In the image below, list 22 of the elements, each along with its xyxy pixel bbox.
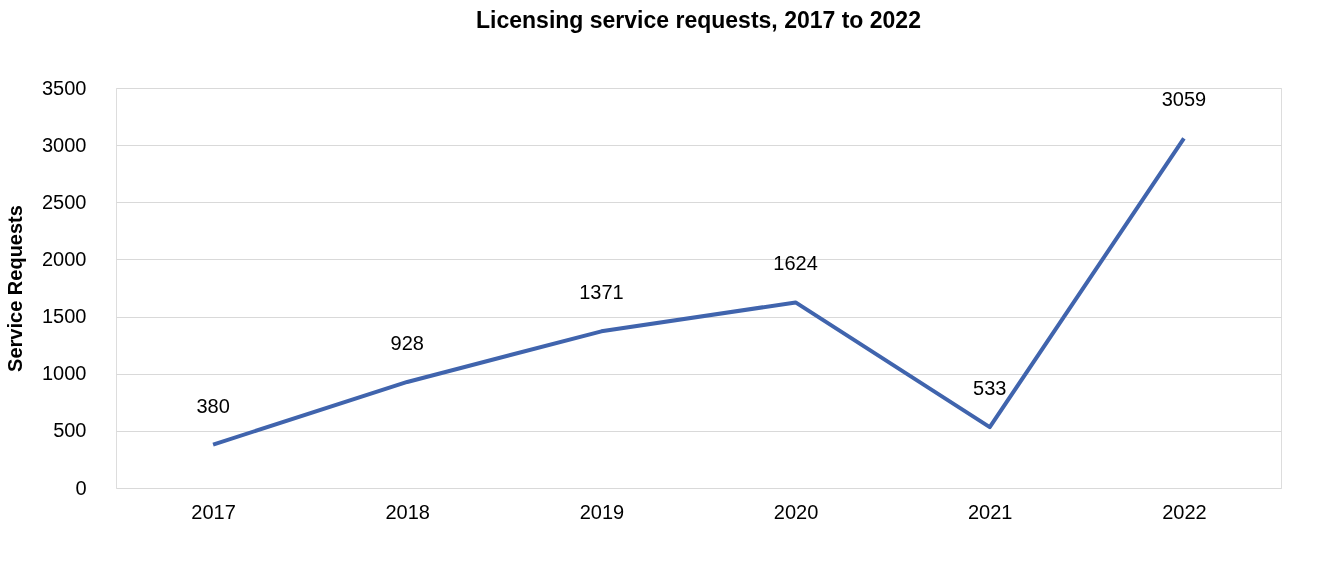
data-label: 1624 (773, 252, 818, 275)
y-tick-label: 1000 (42, 362, 87, 385)
y-tick-label: 500 (53, 419, 87, 442)
y-tick-label: 2000 (42, 247, 87, 270)
chart-title: Licensing service requests, 2017 to 2022 (476, 7, 921, 33)
y-tick-label: 1500 (42, 305, 87, 328)
y-tick-label: 3500 (42, 76, 87, 99)
data-label: 380 (196, 394, 230, 417)
y-tick-label: 2500 (42, 190, 87, 213)
data-label: 3059 (1161, 88, 1207, 111)
y-tick-label: 0 (75, 476, 87, 499)
x-tick-label: 2019 (579, 500, 625, 523)
y-axis-title: Service Requests (4, 205, 27, 372)
x-tick-label: 2017 (191, 500, 236, 523)
data-label: 928 (390, 331, 424, 354)
data-label: 1371 (579, 281, 624, 304)
x-tick-label: 2018 (385, 500, 430, 523)
x-tick-label: 2021 (968, 500, 1013, 523)
x-tick-label: 2020 (773, 500, 819, 523)
y-tick-label: 3000 (42, 133, 87, 156)
x-tick-label: 2022 (1162, 500, 1207, 523)
data-label: 533 (973, 377, 1007, 400)
